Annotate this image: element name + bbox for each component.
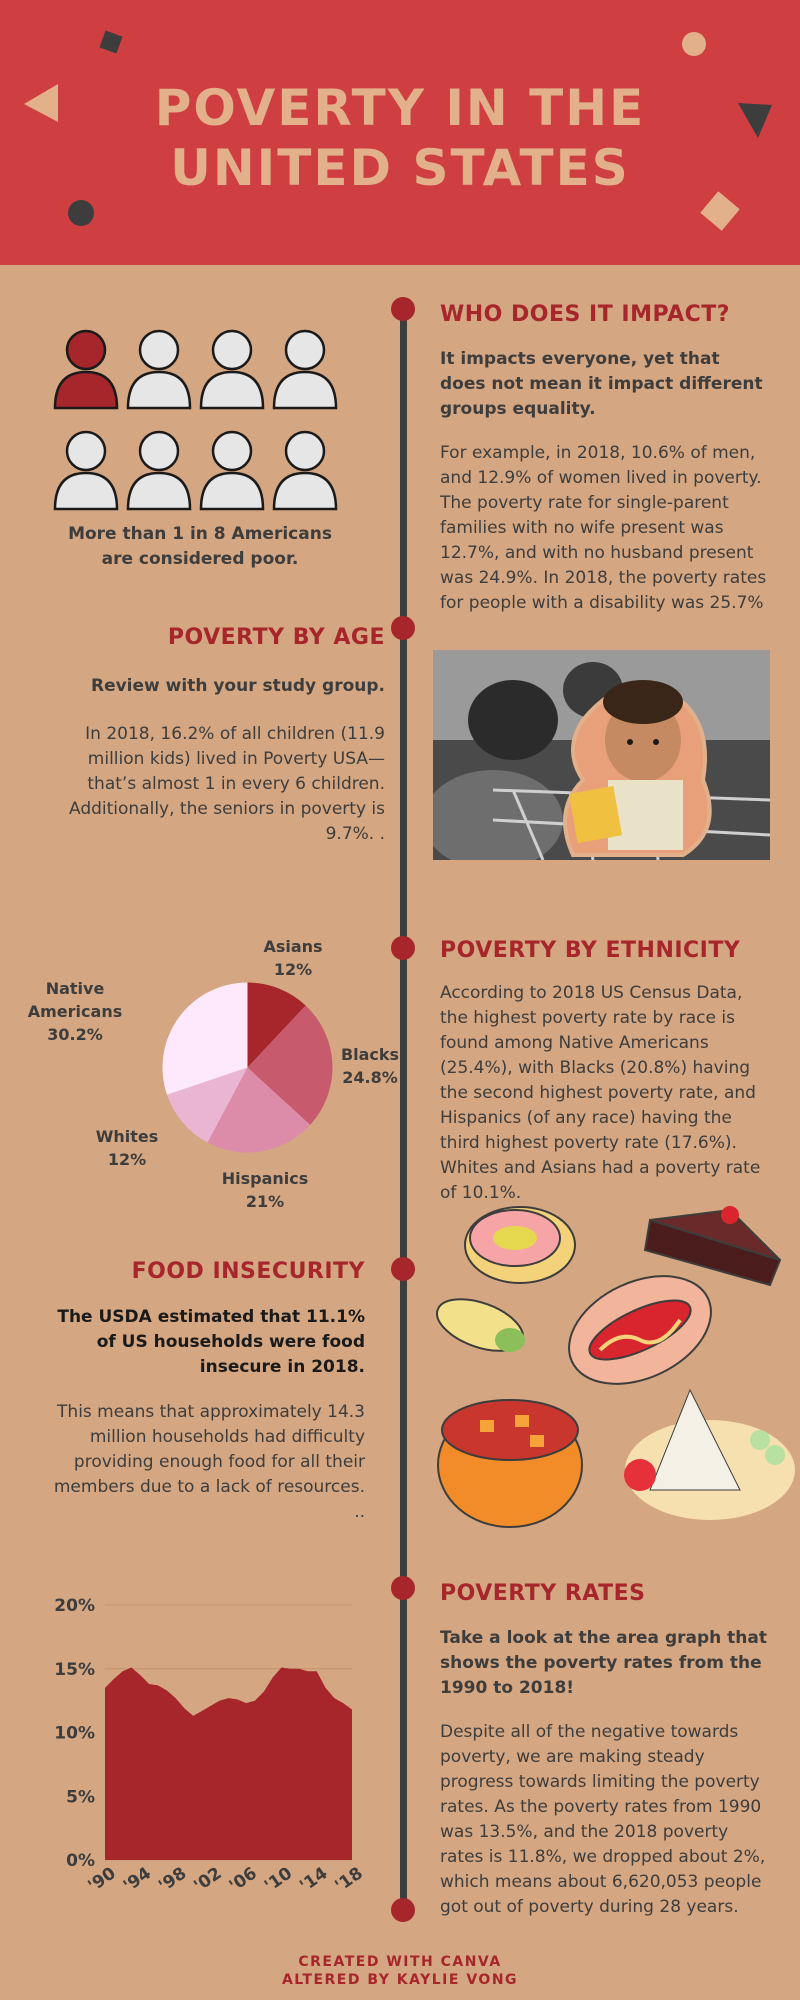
y-tick-label: 5% — [66, 1787, 95, 1807]
papaya-illustration — [464, 1206, 576, 1284]
page-title: POVERTY IN THE UNITED STATES — [0, 78, 800, 198]
x-tick-label: '94 — [120, 1863, 155, 1896]
pie-slice-whites — [166, 1067, 248, 1143]
x-tick-label: '02 — [190, 1863, 225, 1896]
x-tick-label: '18 — [332, 1863, 367, 1896]
timeline-dot — [391, 297, 415, 321]
age-body: In 2018, 16.2% of all children (11.9 mil… — [68, 724, 385, 844]
food-illustrations — [436, 1206, 795, 1528]
pie-label-name: Asians — [263, 937, 323, 956]
people-icons — [53, 329, 338, 511]
x-tick-label: '14 — [296, 1863, 331, 1896]
timeline-dot — [391, 1898, 415, 1922]
triangle-decoration — [24, 84, 58, 122]
pie-label-value: 21% — [245, 1192, 285, 1211]
person-icon — [272, 329, 338, 410]
circle-decoration — [682, 32, 706, 56]
footer-credit: CREATED WITH CANVA — [298, 1954, 502, 1970]
person-icon — [126, 329, 192, 410]
rates-subheading: Take a look at the area graph that shows… — [440, 1628, 767, 1698]
food-subheading: The USDA estimated that 11.1% of US hous… — [57, 1307, 365, 1377]
rice-plate-illustration — [624, 1388, 795, 1520]
poverty-rates-area-chart: 0%5%10%15%20%'90'94'98'02'06'10'14'18 — [54, 1596, 367, 1896]
pie-slice-blacks — [247, 1005, 333, 1125]
y-tick-label: 15% — [54, 1660, 95, 1680]
ethnicity-heading: POVERTY BY ETHNICITY — [440, 938, 741, 963]
pie-label-blacks: Blacks 24.8% — [335, 1043, 405, 1089]
pie-slice-native-americans — [162, 982, 248, 1095]
rates-heading: POVERTY RATES — [440, 1581, 646, 1606]
person-icon — [53, 329, 119, 410]
pie-label-value: 12% — [107, 1150, 147, 1169]
person-icon — [199, 329, 265, 410]
pot-illustration — [437, 1399, 583, 1528]
hotdog-illustration — [568, 1275, 712, 1385]
age-subheading: Review with your study group. — [90, 676, 385, 696]
timeline-dot — [391, 1576, 415, 1600]
food-body: This means that approximately 14.3 milli… — [53, 1402, 365, 1522]
timeline-dot — [391, 936, 415, 960]
person-icon — [272, 430, 338, 511]
ethnicity-body: According to 2018 US Census Data, the hi… — [440, 983, 761, 1203]
pie-label-value: 30.2% — [47, 1025, 103, 1044]
cake-slice-illustration — [643, 1206, 782, 1287]
pie-slice-hispanics — [207, 1067, 311, 1153]
pie-label-name: Blacks — [340, 1045, 400, 1064]
pie-label-value: 24.8% — [342, 1068, 398, 1087]
x-tick-label: '06 — [226, 1863, 261, 1896]
pie-label-value: 12% — [273, 960, 313, 979]
x-tick-label: '10 — [261, 1863, 296, 1896]
square-decoration — [99, 30, 123, 54]
title-line-1: POVERTY IN THE — [154, 79, 646, 137]
impact-body: For example, in 2018, 10.6% of men, and … — [440, 443, 767, 613]
pie-label-asians: Asians 12% — [248, 935, 338, 981]
footer-author: ALTERED BY KAYLIE VONG — [281, 1972, 519, 1988]
timeline-dot — [391, 616, 415, 640]
footer: CREATED WITH CANVA ALTERED BY KAYLIE VON… — [0, 1953, 800, 1989]
person-icon — [199, 430, 265, 511]
person-icon — [53, 430, 119, 511]
timeline-line — [400, 310, 407, 1910]
y-tick-label: 0% — [66, 1851, 95, 1871]
people-caption: More than 1 in 8 Americans are considere… — [68, 524, 332, 569]
title-line-2: UNITED STATES — [170, 139, 630, 197]
pie-label-native-americans: Native Americans 30.2% — [0, 977, 150, 1046]
diamond-decoration — [700, 191, 740, 231]
child-photo — [433, 650, 770, 860]
person-icon — [126, 430, 192, 511]
age-heading: POVERTY BY AGE — [167, 625, 385, 650]
burrito-illustration — [436, 1298, 525, 1352]
area-series — [105, 1667, 352, 1860]
triangle-decoration — [738, 103, 772, 138]
pie-label-name: Whites — [95, 1127, 159, 1146]
impact-heading: WHO DOES IT IMPACT? — [440, 302, 731, 327]
timeline-dot — [391, 1257, 415, 1281]
y-tick-label: 10% — [54, 1724, 95, 1744]
circle-decoration — [68, 200, 94, 226]
food-heading: FOOD INSECURITY — [131, 1259, 365, 1284]
pie-slice-asians — [247, 982, 306, 1068]
y-tick-label: 20% — [54, 1596, 95, 1616]
header-decorations — [24, 30, 772, 231]
pie-label-name: Native Americans — [27, 979, 123, 1021]
rates-body: Despite all of the negative towards pove… — [440, 1722, 766, 1917]
pie-label-hispanics: Hispanics 21% — [210, 1167, 320, 1213]
x-tick-label: '98 — [155, 1863, 190, 1896]
header-banner — [0, 0, 800, 265]
pie-label-whites: Whites 12% — [82, 1125, 172, 1171]
ethnicity-pie-chart — [162, 982, 333, 1153]
impact-subheading: It impacts everyone, yet that does not m… — [440, 349, 763, 419]
pie-label-name: Hispanics — [221, 1169, 309, 1188]
